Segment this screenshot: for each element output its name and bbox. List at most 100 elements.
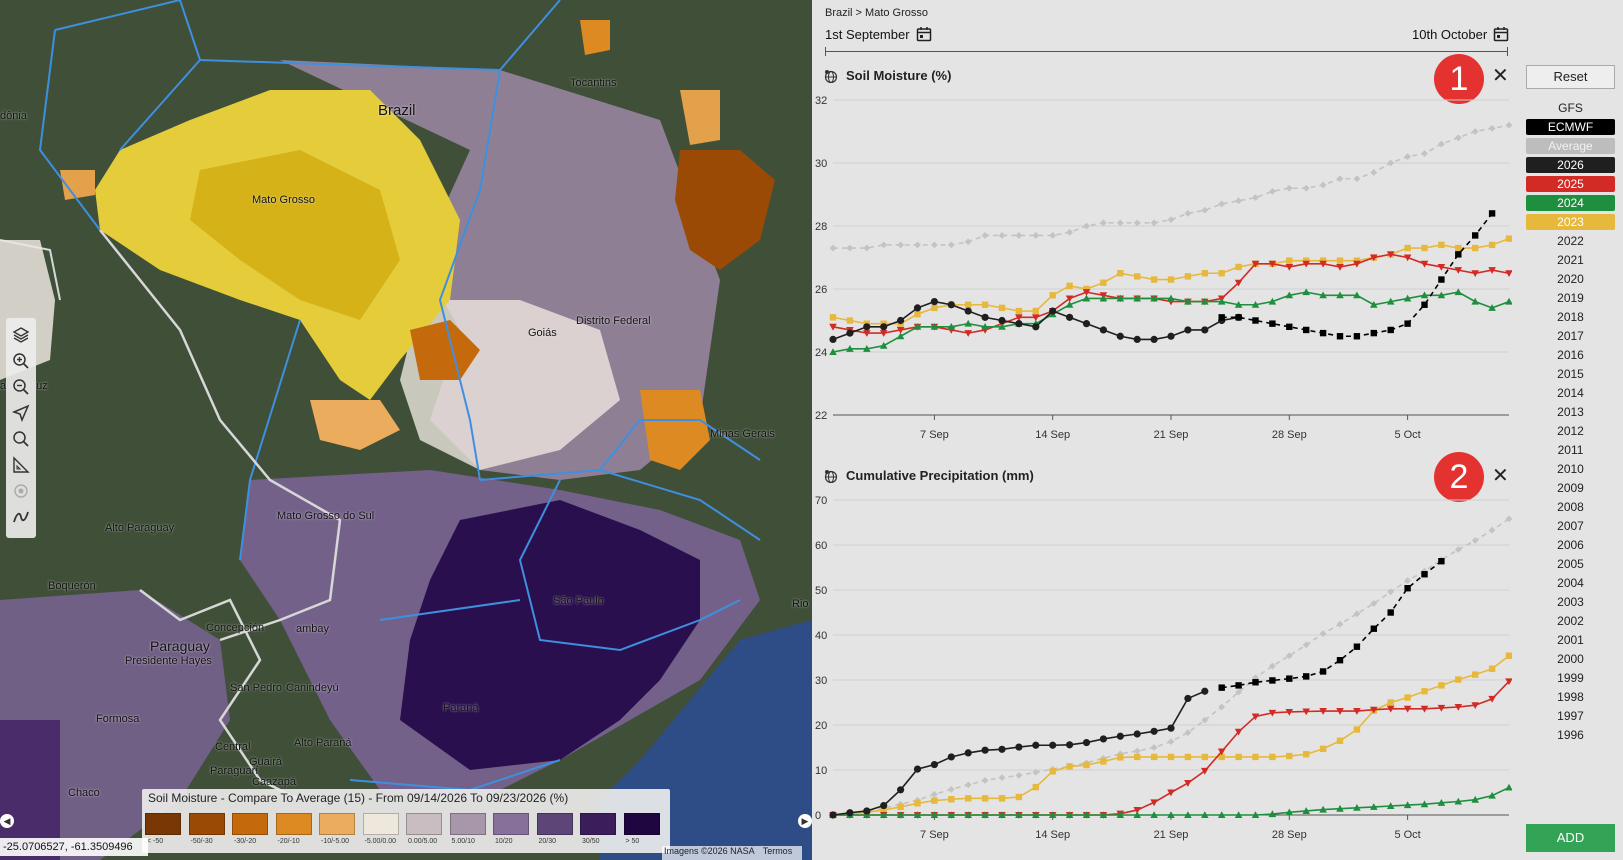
data-point[interactable] bbox=[1083, 761, 1090, 769]
data-point[interactable] bbox=[1387, 588, 1395, 596]
data-point[interactable] bbox=[981, 795, 989, 802]
data-point[interactable] bbox=[1066, 282, 1073, 290]
data-point[interactable] bbox=[879, 811, 888, 818]
data-point[interactable] bbox=[1353, 333, 1361, 340]
data-point[interactable] bbox=[981, 811, 989, 818]
data-point[interactable] bbox=[1302, 184, 1310, 192]
data-point[interactable] bbox=[1370, 254, 1378, 262]
data-point[interactable] bbox=[1133, 335, 1141, 343]
data-point[interactable] bbox=[1133, 219, 1141, 227]
data-point[interactable] bbox=[1403, 254, 1412, 262]
calendar-icon[interactable] bbox=[916, 26, 932, 42]
data-point[interactable] bbox=[947, 301, 955, 309]
series-2023[interactable] bbox=[829, 235, 1512, 327]
data-point[interactable] bbox=[947, 753, 955, 761]
soil-moisture-chart[interactable]: 22 24 26 28 30 32 7 Sep 14 Sep 21 Sep 28 Sep 5 Oct bbox=[812, 85, 1512, 450]
data-point[interactable] bbox=[1218, 270, 1225, 277]
data-point[interactable] bbox=[1285, 291, 1294, 299]
data-point[interactable] bbox=[931, 241, 938, 249]
data-point[interactable] bbox=[1505, 297, 1512, 305]
series-toggle-2006[interactable]: 2006 bbox=[1557, 538, 1584, 552]
data-point[interactable] bbox=[1455, 676, 1462, 683]
data-point[interactable] bbox=[998, 232, 1006, 239]
data-point[interactable] bbox=[1099, 811, 1108, 818]
series-toggle-2018[interactable]: 2018 bbox=[1557, 310, 1584, 324]
data-point[interactable] bbox=[1336, 620, 1344, 628]
data-point[interactable] bbox=[1286, 257, 1293, 264]
data-point[interactable] bbox=[1505, 235, 1512, 242]
series-toggle-2014[interactable]: 2014 bbox=[1557, 386, 1584, 400]
data-point[interactable] bbox=[1336, 804, 1344, 812]
data-point[interactable] bbox=[998, 774, 1006, 782]
data-point[interactable] bbox=[1234, 300, 1243, 308]
data-point[interactable] bbox=[1065, 811, 1074, 818]
series-toggle-2011[interactable]: 2011 bbox=[1557, 443, 1584, 457]
series-2024[interactable] bbox=[829, 288, 1512, 355]
data-point[interactable] bbox=[897, 786, 905, 794]
data-point[interactable] bbox=[1505, 515, 1512, 523]
data-point[interactable] bbox=[1150, 811, 1158, 818]
data-point[interactable] bbox=[1201, 767, 1209, 775]
data-point[interactable] bbox=[1150, 294, 1158, 302]
data-point[interactable] bbox=[1150, 335, 1158, 343]
data-point[interactable] bbox=[1336, 175, 1344, 183]
data-point[interactable] bbox=[1386, 297, 1395, 305]
data-point[interactable] bbox=[1133, 730, 1141, 738]
data-point[interactable] bbox=[1336, 257, 1344, 264]
data-point[interactable] bbox=[1268, 297, 1277, 305]
data-point[interactable] bbox=[829, 811, 837, 819]
map-view[interactable]: Brazil Mato Grosso Tocantins dônia Goiás Dist… bbox=[0, 0, 812, 860]
data-point[interactable] bbox=[1403, 705, 1412, 713]
data-point[interactable] bbox=[1065, 300, 1074, 308]
data-point[interactable] bbox=[896, 811, 905, 818]
data-point[interactable] bbox=[1488, 695, 1496, 703]
data-point[interactable] bbox=[863, 330, 871, 337]
data-point[interactable] bbox=[1404, 320, 1411, 327]
data-point[interactable] bbox=[1134, 753, 1141, 761]
data-point[interactable] bbox=[1167, 332, 1175, 340]
measure-icon[interactable] bbox=[10, 454, 32, 476]
data-point[interactable] bbox=[1252, 753, 1259, 761]
data-point[interactable] bbox=[1437, 263, 1446, 271]
data-point[interactable] bbox=[1116, 811, 1125, 818]
data-point[interactable] bbox=[1505, 121, 1512, 129]
data-point[interactable] bbox=[1235, 197, 1242, 205]
data-point[interactable] bbox=[1319, 745, 1327, 753]
series-toggle-2009[interactable]: 2009 bbox=[1557, 481, 1584, 495]
data-point[interactable] bbox=[913, 323, 922, 330]
data-point[interactable] bbox=[863, 807, 871, 815]
data-point[interactable] bbox=[1201, 811, 1209, 818]
data-point[interactable] bbox=[1302, 641, 1310, 649]
data-point[interactable] bbox=[880, 806, 887, 814]
data-point[interactable] bbox=[1167, 724, 1175, 732]
data-point[interactable] bbox=[1184, 210, 1192, 217]
data-point[interactable] bbox=[1184, 273, 1192, 280]
data-point[interactable] bbox=[1032, 314, 1040, 322]
data-point[interactable] bbox=[931, 304, 938, 312]
data-point[interactable] bbox=[896, 326, 905, 334]
data-point[interactable] bbox=[1015, 320, 1023, 328]
navigate-icon[interactable] bbox=[10, 402, 32, 424]
data-point[interactable] bbox=[913, 811, 922, 818]
data-point[interactable] bbox=[1302, 708, 1310, 716]
data-point[interactable] bbox=[1100, 219, 1107, 227]
data-point[interactable] bbox=[913, 304, 922, 312]
search-icon[interactable] bbox=[10, 428, 32, 450]
series-average[interactable] bbox=[829, 121, 1512, 252]
data-point[interactable] bbox=[1116, 294, 1125, 302]
data-point[interactable] bbox=[1015, 232, 1023, 239]
data-point[interactable] bbox=[1353, 726, 1361, 733]
data-point[interactable] bbox=[948, 796, 955, 803]
data-point[interactable] bbox=[964, 319, 972, 327]
data-point[interactable] bbox=[1454, 288, 1463, 296]
data-point[interactable] bbox=[964, 307, 972, 315]
data-point[interactable] bbox=[1066, 763, 1073, 770]
data-point[interactable] bbox=[1251, 811, 1260, 818]
data-point[interactable] bbox=[1049, 741, 1057, 749]
data-point[interactable] bbox=[1454, 704, 1463, 711]
globe-icon[interactable] bbox=[824, 469, 838, 483]
data-point[interactable] bbox=[914, 800, 921, 807]
data-point[interactable] bbox=[897, 803, 904, 811]
data-point[interactable] bbox=[1319, 668, 1327, 675]
data-point[interactable] bbox=[1370, 300, 1378, 308]
